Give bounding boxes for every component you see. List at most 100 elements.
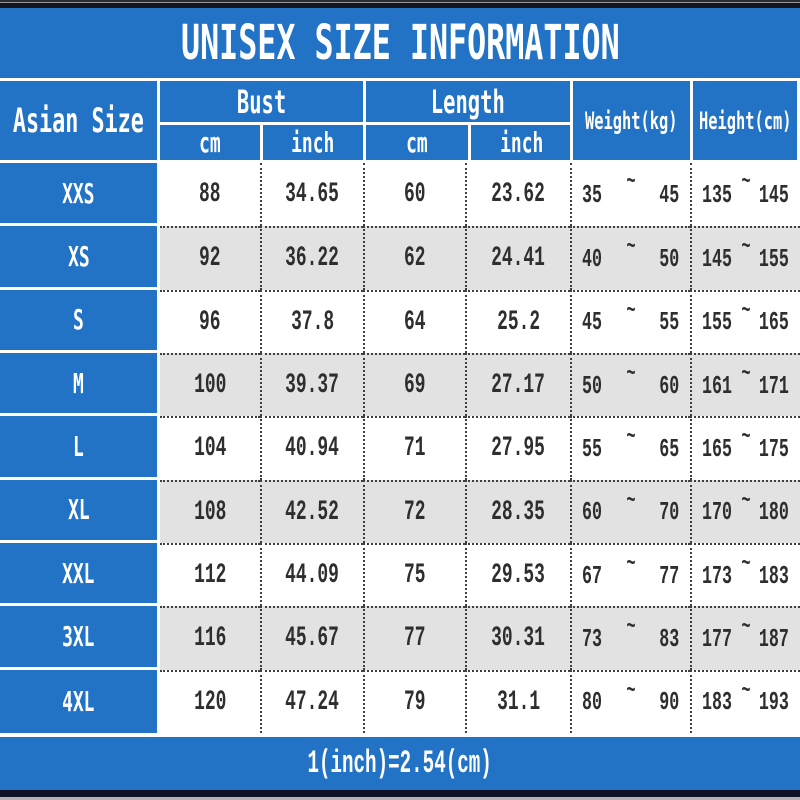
bust-cm-value: 100 xyxy=(193,370,227,402)
bust-inch-value: 40.94 xyxy=(285,433,340,465)
height-min-value: 170 xyxy=(702,497,732,528)
weight-min-value: 80 xyxy=(582,687,602,718)
tilde-symbol: ~ xyxy=(741,360,751,388)
bust-inch-value: 42.52 xyxy=(285,496,340,528)
height-max-value: 155 xyxy=(759,243,789,274)
weight-max-value: 83 xyxy=(659,623,679,654)
height-range-cell: 165 ~ 175 xyxy=(690,416,800,480)
length-inch-value: 27.17 xyxy=(491,370,546,402)
length-header-cell: Length xyxy=(366,81,570,122)
bust-inch-value: 36.22 xyxy=(285,243,340,275)
asian-size-header-label: Asian Size xyxy=(13,100,145,141)
weight-max-value: 90 xyxy=(659,687,679,718)
header-divider xyxy=(0,160,800,163)
bust-cm-value: 92 xyxy=(199,243,221,275)
height-min-value: 165 xyxy=(702,433,732,464)
weight-header-cell: Weight(kg) xyxy=(570,81,690,160)
length-inch-value: 30.31 xyxy=(491,623,546,655)
length-cm-cell: 79 xyxy=(363,669,465,733)
weight-range-cell: 35 ~ 45 xyxy=(570,163,690,227)
weight-min-value: 67 xyxy=(582,560,602,591)
weight-max-value: 60 xyxy=(659,370,679,401)
size-cell: XXS xyxy=(0,163,160,227)
length-cm-value: 72 xyxy=(404,496,426,528)
size-label: XXL xyxy=(62,556,95,590)
size-label: XL xyxy=(67,493,90,527)
bust-cm-cell: 120 xyxy=(160,669,260,733)
height-range-cell: 135 ~ 145 xyxy=(690,163,800,227)
weight-range-cell: 80 ~ 90 xyxy=(570,669,690,733)
bust-inch-cell: 47.24 xyxy=(260,669,363,733)
tilde-symbol: ~ xyxy=(626,169,636,196)
height-range-cell: 155 ~ 165 xyxy=(690,289,800,353)
height-range-cell: 173 ~ 183 xyxy=(690,542,800,607)
length-cm-header-label: cm xyxy=(406,126,428,159)
length-inch-header-label: inch xyxy=(500,126,544,159)
length-subheader-row: cm inch xyxy=(366,122,570,160)
size-label: S xyxy=(73,303,84,337)
bottom-border-bar xyxy=(0,790,800,797)
size-label: XXS xyxy=(62,176,95,210)
bust-inch-value: 39.37 xyxy=(285,370,340,402)
weight-min-value: 50 xyxy=(582,370,602,401)
length-cm-cell: 69 xyxy=(363,352,465,417)
length-inch-cell: 30.31 xyxy=(465,606,570,670)
bust-inch-cell: 34.65 xyxy=(260,163,363,227)
tilde-symbol: ~ xyxy=(741,234,751,262)
weight-max-value: 45 xyxy=(659,179,679,210)
table-row-3xl: 3XL 116 45.67 77 30.31 73 ~ 83 177 ~ 187 xyxy=(0,606,800,670)
length-cm-value: 64 xyxy=(404,306,426,338)
tilde-symbol: ~ xyxy=(626,360,636,388)
bust-header-group: Bust cm inch xyxy=(160,81,363,160)
length-cm-value: 79 xyxy=(404,686,426,718)
bust-cm-header-label: cm xyxy=(199,126,221,159)
length-inch-cell: 29.53 xyxy=(465,542,570,607)
length-cm-cell: 64 xyxy=(363,289,465,353)
tilde-symbol: ~ xyxy=(626,234,636,262)
height-max-value: 175 xyxy=(759,433,789,464)
length-inch-cell: 25.2 xyxy=(465,289,570,353)
weight-min-value: 35 xyxy=(582,179,602,210)
weight-max-value: 65 xyxy=(659,433,679,464)
length-inch-value: 24.41 xyxy=(491,243,546,275)
weight-range-cell: 67 ~ 77 xyxy=(570,542,690,607)
table-row-l: L 104 40.94 71 27.95 55 ~ 65 165 ~ 175 xyxy=(0,416,800,480)
height-max-value: 171 xyxy=(759,370,789,401)
size-cell: S xyxy=(0,289,160,353)
tilde-symbol: ~ xyxy=(626,550,636,578)
table-row-xs: XS 92 36.22 62 24.41 40 ~ 50 145 ~ 155 xyxy=(0,226,800,290)
length-cm-value: 62 xyxy=(404,243,426,275)
tilde-symbol: ~ xyxy=(626,614,636,642)
bust-inch-cell: 39.37 xyxy=(260,352,363,417)
table-row-s: S 96 37.8 64 25.2 45 ~ 55 155 ~ 165 xyxy=(0,289,800,353)
height-max-value: 187 xyxy=(759,623,789,654)
conversion-note: 1(inch)=2.54(cm) xyxy=(307,745,493,782)
bust-cm-cell: 104 xyxy=(160,416,260,480)
tilde-symbol: ~ xyxy=(741,424,751,452)
length-inch-cell: 28.35 xyxy=(465,479,570,543)
size-label: M xyxy=(73,366,84,400)
bust-inch-header-cell: inch xyxy=(260,125,363,160)
bust-cm-cell: 92 xyxy=(160,226,260,290)
bust-inch-cell: 36.22 xyxy=(260,226,363,290)
length-inch-value: 23.62 xyxy=(491,179,546,211)
bust-inch-cell: 44.09 xyxy=(260,542,363,607)
size-label: 4XL xyxy=(62,684,95,718)
bust-inch-cell: 45.67 xyxy=(260,606,363,670)
weight-min-value: 55 xyxy=(582,433,602,464)
height-range-cell: 170 ~ 180 xyxy=(690,479,800,543)
weight-header-label: Weight(kg) xyxy=(585,106,678,135)
height-min-value: 177 xyxy=(702,623,732,654)
conversion-note-banner: 1(inch)=2.54(cm) xyxy=(0,737,800,790)
size-cell: 3XL xyxy=(0,606,160,670)
length-cm-value: 60 xyxy=(404,179,426,211)
bust-inch-value: 37.8 xyxy=(290,306,335,338)
height-max-value: 145 xyxy=(759,179,789,210)
height-min-value: 145 xyxy=(702,243,732,274)
weight-min-value: 73 xyxy=(582,623,602,654)
length-cm-cell: 72 xyxy=(363,479,465,543)
bust-cm-cell: 88 xyxy=(160,163,260,227)
weight-min-value: 45 xyxy=(582,307,602,338)
weight-min-value: 60 xyxy=(582,497,602,528)
